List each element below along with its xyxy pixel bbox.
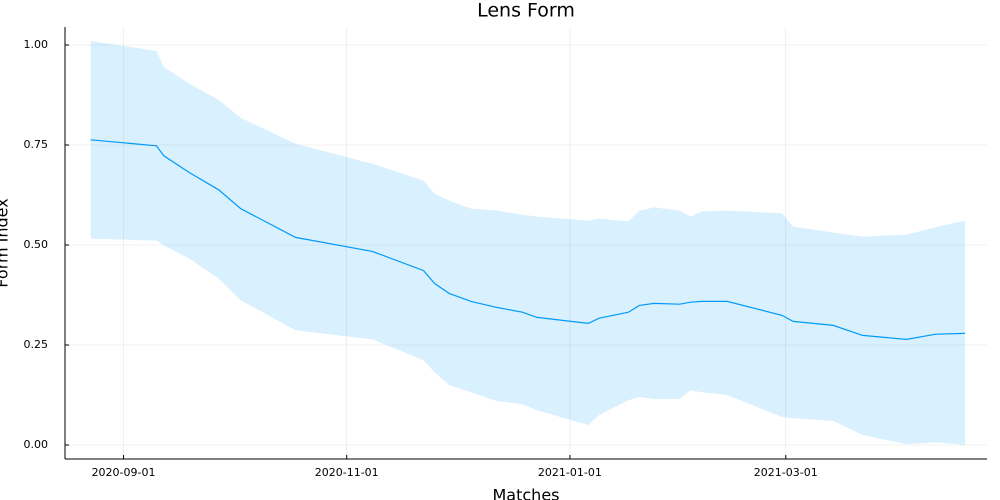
y-tick-label: 0.50 [24,238,49,251]
x-tick-label: 2021-03-01 [754,466,818,479]
y-tick-label: 1.00 [24,38,49,51]
x-tick-label: 2021-01-01 [538,466,602,479]
chart-title: Lens Form [477,0,575,22]
confidence-band [90,41,966,445]
x-tick-label: 2020-09-01 [92,466,156,479]
x-tick-label: 2020-11-01 [315,466,379,479]
x-axis-label: Matches [493,486,560,500]
data-line [90,139,966,341]
y-tick-label: 0.00 [24,438,49,451]
y-axis-label: Form Index [0,198,12,287]
y-tick-label: 0.75 [24,138,49,151]
y-tick-label: 0.25 [24,338,49,351]
